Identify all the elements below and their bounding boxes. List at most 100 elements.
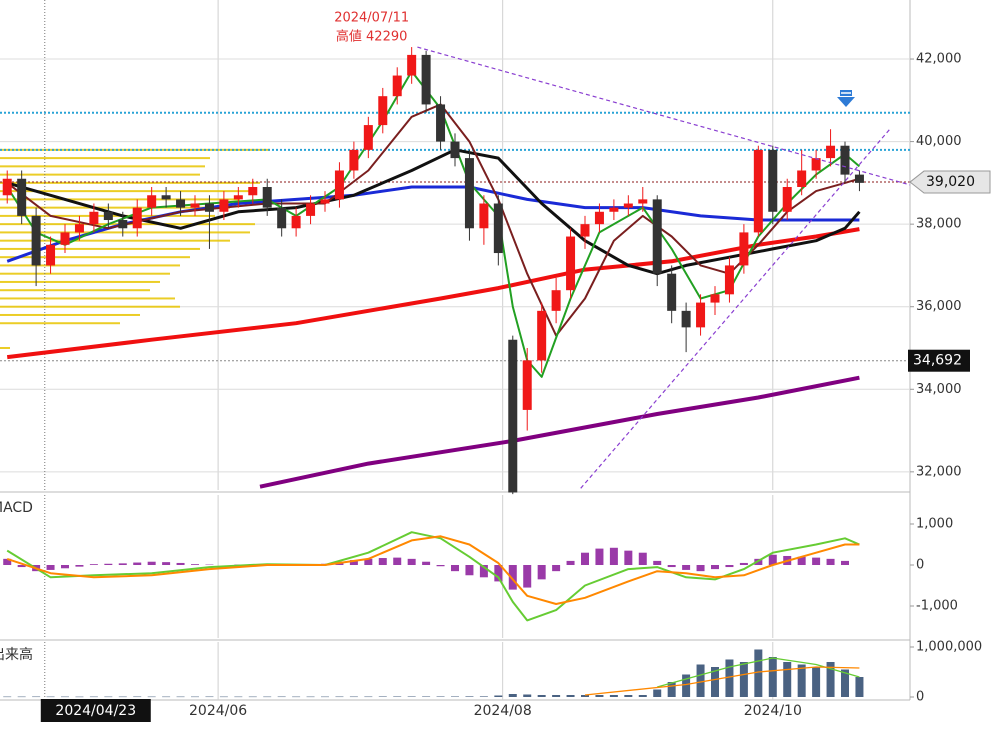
candle-body bbox=[176, 199, 186, 208]
macd-histogram-bar bbox=[523, 565, 532, 588]
annotation-date: 2024/07/11 bbox=[334, 11, 409, 26]
candle-body bbox=[320, 199, 330, 204]
volume-bar bbox=[364, 696, 373, 698]
macd-histogram-bar bbox=[812, 557, 821, 566]
volume-profile-bar bbox=[0, 280, 160, 283]
volume-bar bbox=[3, 696, 12, 698]
candle-body bbox=[60, 232, 70, 245]
candle-body bbox=[392, 75, 402, 97]
volume-bar bbox=[552, 695, 561, 697]
volume-bar bbox=[263, 696, 272, 698]
candle-body bbox=[508, 339, 518, 493]
volume-bar bbox=[248, 696, 257, 698]
candle-body bbox=[594, 211, 604, 225]
candle-body bbox=[407, 54, 417, 76]
volume-bar bbox=[61, 696, 69, 698]
volume-bar bbox=[321, 696, 329, 698]
candle-body bbox=[854, 174, 864, 183]
macd-line bbox=[6, 531, 860, 622]
candle-body bbox=[248, 187, 258, 196]
volume-bar bbox=[451, 696, 459, 697]
volume-bar bbox=[508, 694, 517, 697]
moving-average-line bbox=[6, 148, 861, 276]
volume-bar bbox=[335, 696, 344, 698]
volume-profile-bar bbox=[0, 247, 200, 250]
volume-bar bbox=[191, 696, 199, 698]
volume-profile-bar bbox=[0, 264, 180, 267]
macd-histogram-bar bbox=[638, 552, 647, 566]
candle-body bbox=[103, 211, 113, 221]
volume-profile-bar bbox=[0, 313, 140, 316]
chart-layer: 2024/06 2024/08 2024/10 32,000 34,000 36,000 3… bbox=[0, 0, 991, 722]
volume-bar bbox=[537, 695, 546, 697]
volume-bar bbox=[739, 662, 748, 697]
volume-profile-bar bbox=[0, 198, 240, 201]
candle-body bbox=[551, 290, 561, 311]
y-tick-label: 38,000 bbox=[916, 217, 962, 232]
volume-bar bbox=[754, 649, 763, 697]
macd-histogram-bar bbox=[162, 562, 171, 566]
macd-histogram-bar bbox=[841, 560, 849, 566]
volume-bar bbox=[696, 664, 705, 697]
candle-body bbox=[566, 236, 576, 291]
y-tick-label: 1,000,000 bbox=[916, 640, 982, 655]
candle-body bbox=[638, 199, 648, 204]
volume-bar bbox=[17, 696, 26, 698]
candle-body bbox=[436, 104, 446, 142]
volume-bar bbox=[219, 696, 228, 698]
volume-bar bbox=[162, 696, 171, 698]
macd-histogram-bar bbox=[61, 565, 69, 569]
volume-profile-bar bbox=[0, 239, 230, 242]
moving-average-line bbox=[259, 375, 860, 489]
panel-title: MACD bbox=[0, 500, 33, 516]
price-label-box bbox=[909, 170, 991, 194]
y-tick-label: 32,000 bbox=[916, 464, 962, 479]
volume-bar bbox=[523, 694, 532, 697]
candle-body bbox=[450, 141, 460, 159]
volume-profile-bar bbox=[0, 272, 170, 275]
macd-histogram-bar bbox=[104, 563, 113, 566]
y-tick-label: 34,000 bbox=[916, 382, 962, 397]
candle-body bbox=[768, 149, 778, 212]
macd-histogram-bar bbox=[768, 554, 777, 566]
volume-profile-bar bbox=[0, 305, 180, 308]
candle-body bbox=[493, 203, 503, 254]
volume-bar bbox=[566, 695, 575, 697]
volume-bar bbox=[638, 695, 647, 697]
macd-histogram-bar bbox=[797, 556, 806, 566]
crosshair-date-box bbox=[40, 699, 151, 722]
candle-body bbox=[46, 244, 56, 266]
trendline bbox=[417, 46, 911, 186]
candle-body bbox=[724, 265, 734, 295]
volume-profile-bar bbox=[0, 289, 150, 292]
volume-bar bbox=[783, 662, 792, 697]
candle-body bbox=[797, 170, 807, 188]
volume-bar bbox=[494, 695, 503, 697]
volume-bar bbox=[711, 667, 719, 697]
volume-profile-bar bbox=[0, 190, 250, 193]
volume-profile-bar bbox=[0, 181, 260, 184]
volume-bar bbox=[234, 696, 243, 698]
macd-histogram-bar bbox=[479, 565, 488, 578]
volume-bar bbox=[349, 696, 358, 698]
volume-profile-bar bbox=[0, 297, 175, 300]
candle-body bbox=[219, 199, 229, 212]
macd-line bbox=[6, 535, 860, 605]
trendline bbox=[580, 128, 891, 489]
volume-bar bbox=[768, 657, 777, 697]
volume-bar bbox=[812, 667, 821, 697]
macd-histogram-bar bbox=[349, 560, 358, 566]
x-tick-label: 2024/10 bbox=[744, 703, 802, 719]
macd-histogram-bar bbox=[89, 564, 98, 566]
volume-bar bbox=[826, 662, 835, 697]
volume-bar bbox=[292, 696, 301, 698]
panel-title: 出来高 bbox=[0, 646, 33, 663]
macd-histogram-bar bbox=[581, 552, 589, 566]
volume-bar bbox=[32, 696, 41, 698]
candle-body bbox=[190, 203, 200, 208]
macd-histogram-bar bbox=[46, 565, 55, 570]
annotation-text: 高値 42290 bbox=[336, 29, 408, 45]
macd-histogram-bar bbox=[17, 565, 26, 568]
macd-histogram-bar bbox=[696, 565, 705, 572]
